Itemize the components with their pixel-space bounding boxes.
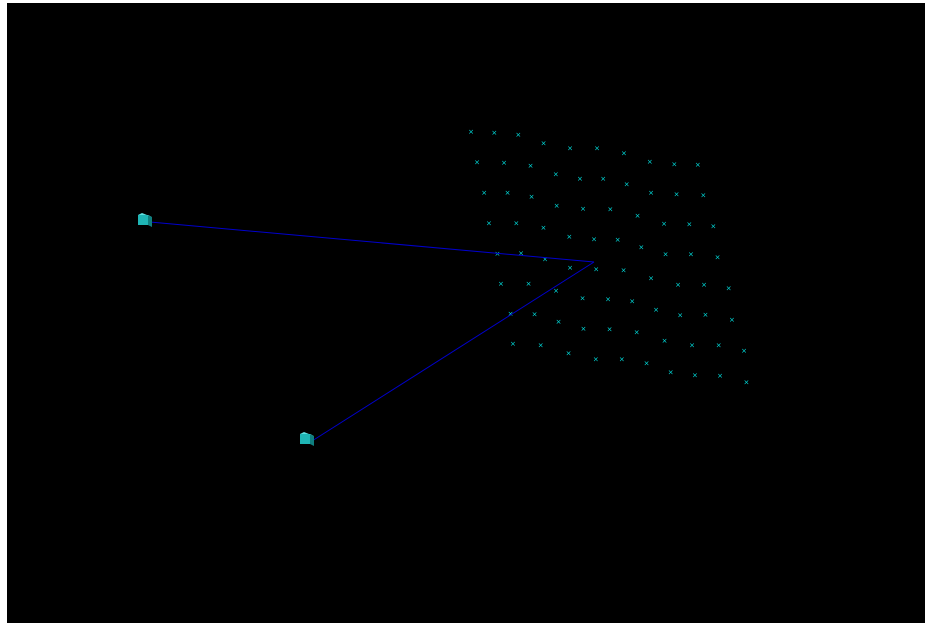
grid-point-marker: × [501, 159, 507, 167]
grid-point-marker: × [615, 236, 621, 244]
grid-point-marker: × [528, 162, 534, 170]
grid-point-marker: × [726, 285, 732, 293]
grid-point-marker: × [553, 287, 559, 295]
grid-point-marker: × [716, 341, 722, 349]
grid-point-marker: × [634, 328, 640, 336]
grid-point-marker: × [491, 129, 497, 137]
grid-point-marker: × [607, 326, 613, 334]
grid-point-marker: × [717, 372, 723, 380]
grid-point-marker: × [605, 295, 611, 303]
grid-point-marker: × [701, 281, 707, 289]
grid-point-marker: × [662, 337, 668, 345]
grid-point-marker: × [624, 181, 630, 189]
grid-point-marker: × [566, 350, 572, 358]
grid-point-marker: × [532, 311, 538, 319]
grid-point-marker: × [556, 318, 562, 326]
grid-point-marker: × [621, 149, 627, 157]
grid-point-marker: × [629, 297, 635, 305]
grid-point-marker: × [526, 280, 532, 288]
cameras [138, 213, 314, 446]
grid-point-marker: × [648, 275, 654, 283]
camera-ray-1 [149, 221, 595, 263]
grid-point-marker: × [686, 221, 692, 229]
grid-point-marker: × [715, 254, 721, 262]
camera-rays [149, 221, 595, 442]
grid-point-marker: × [510, 340, 516, 348]
grid-point-marker: × [494, 250, 500, 258]
grid-point-marker: × [644, 360, 650, 368]
grid-point-marker: × [688, 251, 694, 259]
camera-bottom-icon[interactable] [300, 432, 314, 446]
grid-point-marker: × [542, 255, 548, 263]
grid-point-marker: × [538, 341, 544, 349]
grid-point-marker: × [675, 281, 681, 289]
grid-point-marker: × [567, 145, 573, 153]
grid-point-marker: × [567, 264, 573, 272]
grid-point-marker: × [518, 250, 524, 258]
grid-point-marker: × [741, 347, 747, 355]
grid-point-marker: × [600, 175, 606, 183]
grid-point-marker: × [505, 189, 511, 197]
grid-point-marker: × [540, 224, 546, 232]
grid-point-marker: × [594, 145, 600, 153]
grid-point-marker: × [541, 139, 547, 147]
grid-point-marker: × [692, 372, 698, 380]
grid-point-marker: × [580, 325, 586, 333]
grid-point-marker: × [474, 159, 480, 167]
grid-point-marker: × [508, 310, 514, 318]
grid-point-marker: × [593, 356, 599, 364]
grid-point-marker: × [647, 158, 653, 166]
grid-point-marker: × [580, 205, 586, 213]
grid-point-marker: × [593, 265, 599, 273]
grid-point-marker: × [619, 356, 625, 364]
grid-point-marker: × [481, 189, 487, 197]
grid-point-marker: × [553, 171, 559, 179]
calibration-scene[interactable]: × × × × × × × × × × × × × × × × × × × × × × × × × × × × × × × × × × × × × × × ×… [7, 3, 925, 623]
grid-point-marker: × [515, 131, 521, 139]
grid-point-marker: × [498, 280, 504, 288]
grid-point-marker: × [743, 379, 749, 387]
3d-viewport[interactable]: × × × × × × × × × × × × × × × × × × × × × × × × × × × × × × × × × × × × × × × ×… [7, 3, 925, 623]
grid-point-marker: × [689, 342, 695, 350]
grid-point-marker: × [635, 212, 641, 220]
grid-point-marker: × [648, 189, 654, 197]
grid-point-marker: × [468, 128, 474, 136]
grid-point-marker: × [554, 202, 560, 210]
grid-point-marker: × [591, 235, 597, 243]
grid-point-marker: × [702, 311, 708, 319]
grid-point-marker: × [710, 223, 716, 231]
grid-point-marker: × [729, 316, 735, 324]
grid-point-marker: × [577, 175, 583, 183]
grid-point-marker: × [677, 311, 683, 319]
grid-point-marker: × [529, 193, 535, 201]
grid-point-marker: × [663, 250, 669, 258]
grid-point-marker: × [668, 368, 674, 376]
grid-point-marker: × [638, 243, 644, 251]
grid-point-marker: × [566, 233, 572, 241]
grid-point-marker: × [621, 267, 627, 275]
calibration-grid: × × × × × × × × × × × × × × × × × × × × × × × × × × × × × × × × × × × × × × × ×… [468, 128, 749, 387]
grid-point-marker: × [674, 191, 680, 199]
grid-point-marker: × [580, 295, 586, 303]
grid-point-marker: × [695, 161, 701, 169]
grid-point-marker: × [486, 220, 492, 228]
camera-left-icon[interactable] [138, 213, 152, 227]
grid-point-marker: × [653, 306, 659, 314]
camera-ray-2 [311, 261, 595, 442]
grid-point-marker: × [513, 219, 519, 227]
grid-point-marker: × [700, 192, 706, 200]
grid-point-marker: × [607, 205, 613, 213]
grid-point-marker: × [671, 161, 677, 169]
grid-point-marker: × [661, 220, 667, 228]
